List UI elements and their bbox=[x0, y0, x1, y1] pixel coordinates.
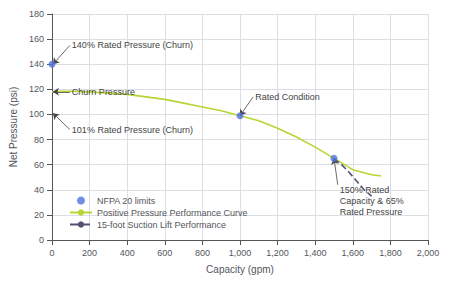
svg-text:600: 600 bbox=[157, 248, 172, 258]
svg-text:1,200: 1,200 bbox=[266, 248, 289, 258]
svg-text:140: 140 bbox=[29, 59, 44, 69]
svg-text:0: 0 bbox=[49, 248, 54, 258]
svg-text:0: 0 bbox=[39, 235, 44, 245]
svg-text:Net Pressure (psi): Net Pressure (psi) bbox=[8, 87, 19, 168]
svg-text:15-foot Suction Lift Performan: 15-foot Suction Lift Performance bbox=[97, 220, 226, 230]
svg-text:1,800: 1,800 bbox=[379, 248, 402, 258]
svg-text:160: 160 bbox=[29, 34, 44, 44]
svg-text:Rated Pressure: Rated Pressure bbox=[340, 207, 403, 217]
svg-text:NFPA 20 limits: NFPA 20 limits bbox=[97, 196, 156, 206]
svg-text:Positive Pressure Performance: Positive Pressure Performance Curve bbox=[97, 208, 248, 218]
svg-text:120: 120 bbox=[29, 84, 44, 94]
svg-text:200: 200 bbox=[82, 248, 97, 258]
svg-text:800: 800 bbox=[195, 248, 210, 258]
svg-text:Churn Pressure: Churn Pressure bbox=[72, 87, 135, 97]
svg-text:Capacity (gpm): Capacity (gpm) bbox=[206, 264, 274, 275]
svg-text:1,000: 1,000 bbox=[229, 248, 252, 258]
svg-text:2,000: 2,000 bbox=[417, 248, 440, 258]
svg-text:180: 180 bbox=[29, 9, 44, 19]
svg-text:Capacity & 65%: Capacity & 65% bbox=[340, 196, 404, 206]
svg-text:100: 100 bbox=[29, 109, 44, 119]
svg-text:1,400: 1,400 bbox=[304, 248, 327, 258]
svg-text:40: 40 bbox=[34, 185, 44, 195]
svg-text:80: 80 bbox=[34, 135, 44, 145]
svg-text:20: 20 bbox=[34, 210, 44, 220]
svg-text:101% Rated Pressure (Churn): 101% Rated Pressure (Churn) bbox=[72, 125, 193, 135]
svg-text:Rated Condition: Rated Condition bbox=[255, 92, 320, 102]
svg-text:60: 60 bbox=[34, 160, 44, 170]
svg-text:150% Rated: 150% Rated bbox=[340, 185, 390, 195]
svg-text:140% Rated Pressure (Churn): 140% Rated Pressure (Churn) bbox=[72, 40, 193, 50]
svg-text:1,600: 1,600 bbox=[342, 248, 365, 258]
svg-text:400: 400 bbox=[120, 248, 135, 258]
